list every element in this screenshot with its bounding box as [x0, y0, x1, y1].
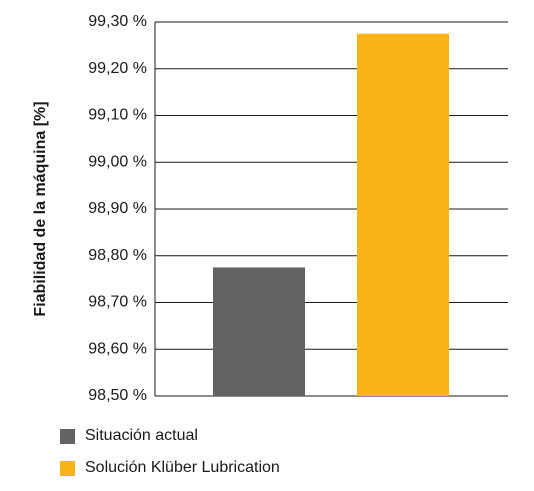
y-axis-title: Fiabilidad de la máquina [%]	[32, 101, 49, 316]
legend-item-solucion-kluber: Solución Klüber Lubrication	[60, 459, 280, 477]
legend: Situación actual Solución Klüber Lubrica…	[60, 427, 280, 491]
y-tick-label: 99,00 %	[88, 153, 147, 170]
legend-swatch-situacion-actual	[60, 428, 75, 444]
y-tick-label: 98,70 %	[88, 294, 147, 311]
bar-chart: 98,50 % 98,60 % 98,70 % 98,80 % 98,90 % 99,00…	[32, 13, 508, 404]
bar-situacion-actual	[213, 267, 305, 396]
y-tick-label: 98,50 %	[88, 387, 147, 404]
gridlines	[155, 21, 508, 397]
y-tick-label: 99,30 %	[88, 13, 147, 30]
y-tick-label: 98,60 %	[88, 340, 147, 357]
bar-solucion-kluber	[357, 33, 449, 396]
legend-label: Situación actual	[85, 427, 198, 444]
legend-swatch-solucion-kluber	[60, 460, 75, 476]
y-tick-label: 98,90 %	[88, 200, 147, 217]
y-tick-labels: 98,50 % 98,60 % 98,70 % 98,80 % 98,90 % 99,00…	[88, 13, 147, 404]
y-tick-label: 99,10 %	[88, 107, 147, 124]
y-tick-label: 98,80 %	[88, 247, 147, 264]
legend-label: Solución Klüber Lubrication	[85, 459, 280, 476]
legend-item-situacion-actual: Situación actual	[60, 427, 280, 445]
bars	[213, 33, 449, 396]
y-tick-label: 99,20 %	[88, 60, 147, 77]
